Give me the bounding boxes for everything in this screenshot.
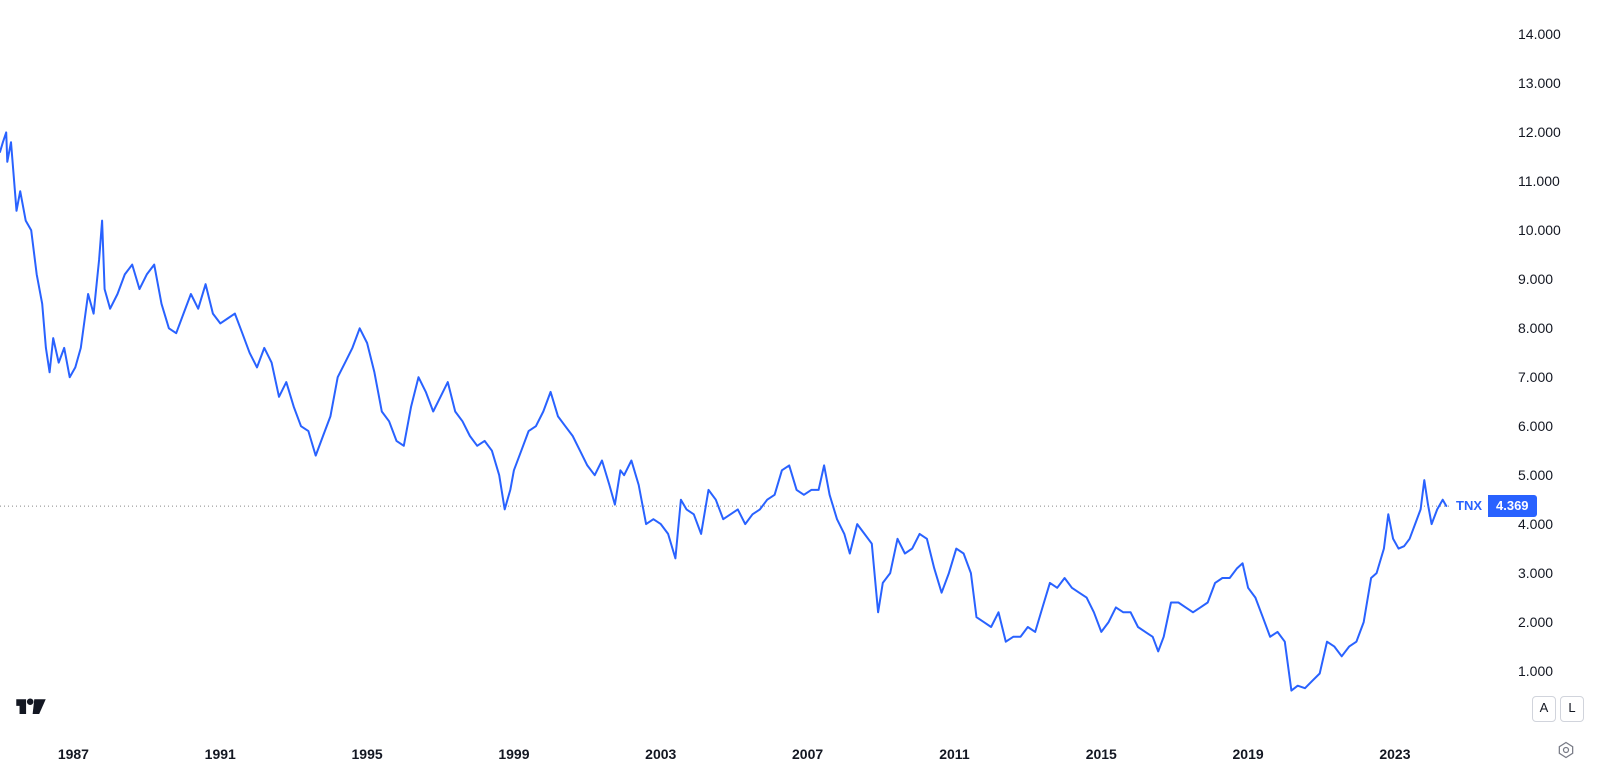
current-price-value: 4.369 — [1488, 495, 1537, 517]
x-tick-label: 1995 — [352, 746, 383, 762]
y-tick-label: 3.000 — [1518, 565, 1588, 581]
x-tick-label: 1987 — [58, 746, 89, 762]
log-scale-button[interactable]: L — [1560, 696, 1584, 722]
y-tick-label: 4.000 — [1518, 516, 1588, 532]
x-tick-label: 2003 — [645, 746, 676, 762]
y-tick-label: 9.000 — [1518, 271, 1588, 287]
x-tick-label: 2023 — [1379, 746, 1410, 762]
y-tick-label: 14.000 — [1518, 26, 1588, 42]
y-tick-label: 7.000 — [1518, 369, 1588, 385]
x-tick-label: 1999 — [498, 746, 529, 762]
y-tick-label: 5.000 — [1518, 467, 1588, 483]
tradingview-logo-icon — [16, 696, 46, 714]
y-tick-label: 13.000 — [1518, 75, 1588, 91]
y-tick-label: 1.000 — [1518, 663, 1588, 679]
auto-scale-button[interactable]: A — [1532, 696, 1556, 722]
price-chart[interactable] — [0, 0, 1600, 782]
y-tick-label: 6.000 — [1518, 418, 1588, 434]
symbol-label: TNX — [1452, 495, 1488, 517]
settings-icon[interactable] — [1556, 740, 1576, 760]
y-tick-label: 12.000 — [1518, 124, 1588, 140]
x-tick-label: 2011 — [939, 746, 969, 762]
x-tick-label: 2007 — [792, 746, 823, 762]
y-tick-label: 11.000 — [1518, 173, 1588, 189]
x-tick-label: 2019 — [1233, 746, 1264, 762]
y-tick-label: 2.000 — [1518, 614, 1588, 630]
current-price-badge[interactable]: TNX 4.369 — [1452, 495, 1537, 517]
x-tick-label: 2015 — [1086, 746, 1117, 762]
y-tick-label: 8.000 — [1518, 320, 1588, 336]
x-tick-label: 1991 — [205, 746, 236, 762]
price-series-line — [0, 132, 1446, 690]
y-tick-label: 10.000 — [1518, 222, 1588, 238]
